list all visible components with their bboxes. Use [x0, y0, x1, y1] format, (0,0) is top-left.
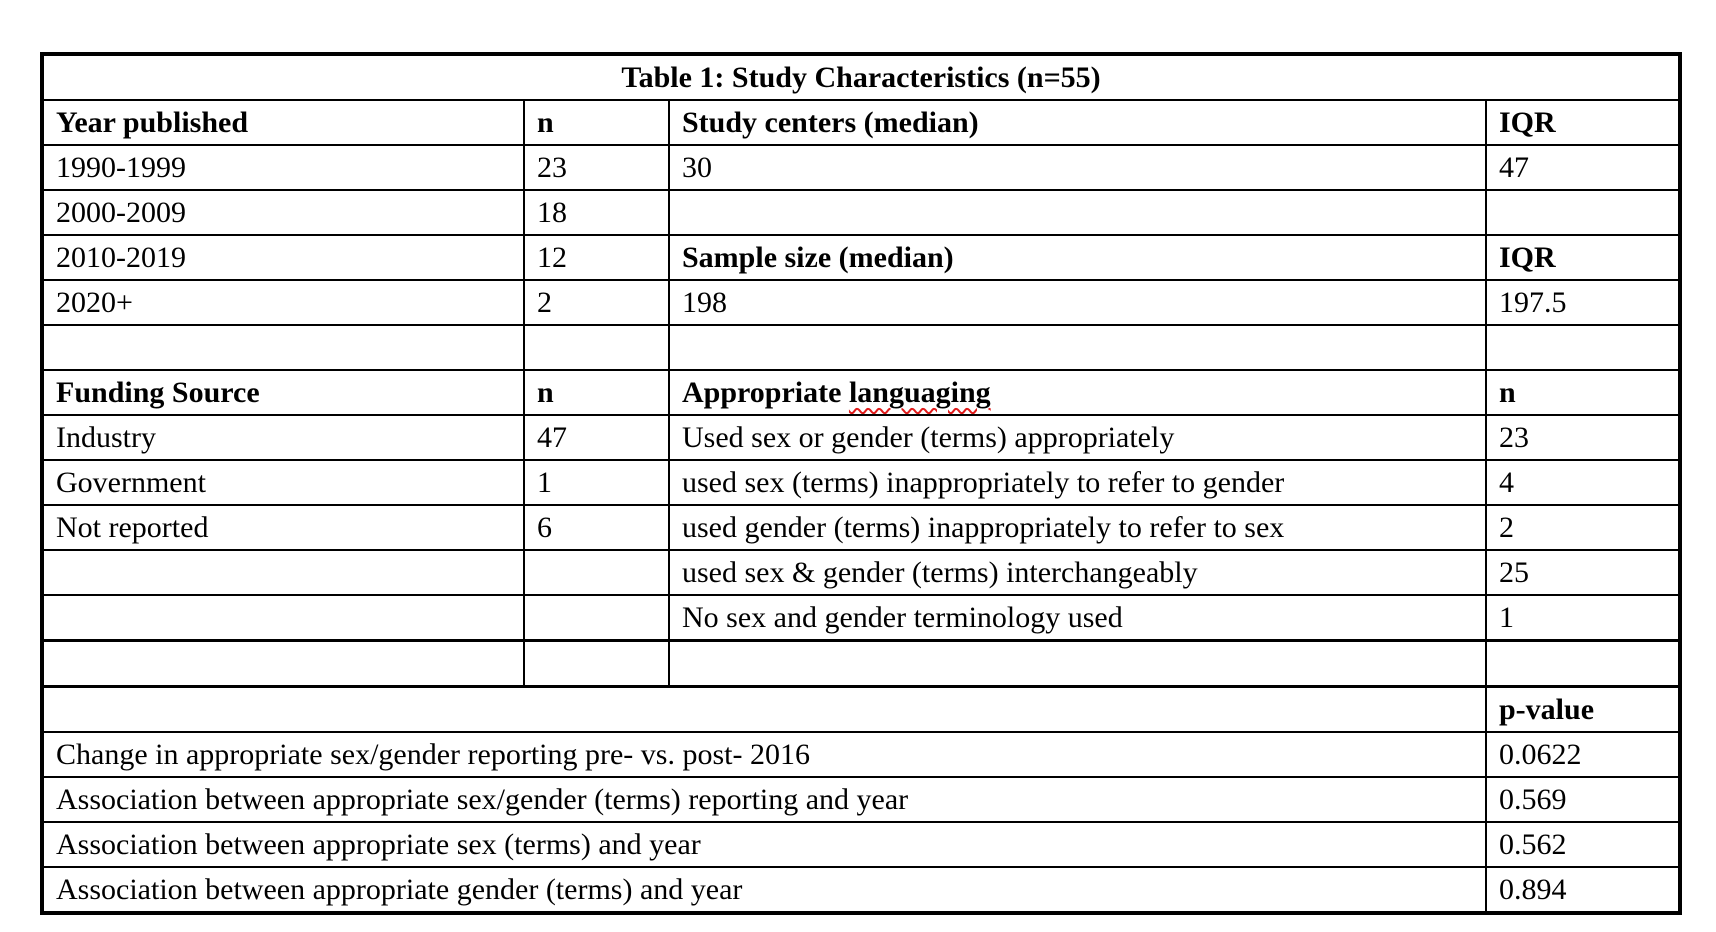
stat-test-label-cell: Association between appropriate gender (…	[41, 866, 1487, 914]
empty-cell	[41, 324, 525, 371]
stat-test-label-cell: Association between appropriate sex/gend…	[41, 776, 1487, 823]
pvalue-header-row: p-value	[41, 685, 1681, 733]
table-row: Not reported 6 used gender (terms) inapp…	[41, 504, 1681, 551]
empty-cell	[523, 549, 670, 596]
study-centers-iqr-cell: 47	[1485, 144, 1681, 191]
year-range-cell: 2020+	[41, 279, 525, 326]
stat-test-label-cell: Change in appropriate sex/gender reporti…	[41, 731, 1487, 778]
misspelled-word: languaging	[848, 375, 991, 409]
year-range-cell: 1990-1999	[41, 144, 525, 191]
header-text: Appropriate	[682, 375, 849, 409]
empty-cell	[41, 549, 525, 596]
year-count-cell: 23	[523, 144, 670, 191]
languaging-n-header: n	[1485, 369, 1681, 416]
languaging-label-cell: used sex & gender (terms) interchangeabl…	[668, 549, 1487, 596]
empty-cell	[523, 324, 670, 371]
languaging-count-cell: 4	[1485, 459, 1681, 506]
study-centers-iqr-header: IQR	[1485, 99, 1681, 146]
year-header-row: Year published n Study centers (median) …	[41, 99, 1681, 146]
empty-cell	[41, 685, 1487, 733]
study-centers-header: Study centers (median)	[668, 99, 1487, 146]
spacer-row	[41, 324, 1681, 371]
table-row: No sex and gender terminology used 1	[41, 594, 1681, 642]
table-row: Industry 47 Used sex or gender (terms) a…	[41, 414, 1681, 461]
empty-cell	[41, 594, 525, 642]
languaging-label-cell: used gender (terms) inappropriately to r…	[668, 504, 1487, 551]
stat-test-label-cell: Association between appropriate sex (ter…	[41, 821, 1487, 868]
languaging-count-cell: 25	[1485, 549, 1681, 596]
empty-cell	[668, 189, 1487, 236]
title-row: Table 1: Study Characteristics (n=55)	[41, 53, 1681, 101]
languaging-count-cell: 2	[1485, 504, 1681, 551]
table-row: Association between appropriate sex (ter…	[41, 821, 1681, 868]
table-row: Association between appropriate gender (…	[41, 866, 1681, 914]
study-characteristics-table: Table 1: Study Characteristics (n=55) Ye…	[40, 52, 1682, 915]
spacer-row	[41, 639, 1681, 688]
funding-label-cell: Not reported	[41, 504, 525, 551]
table-row: 2010-2019 12 Sample size (median) IQR	[41, 234, 1681, 281]
table-row: Government 1 used sex (terms) inappropri…	[41, 459, 1681, 506]
funding-header-row: Funding Source n Appropriate languaging …	[41, 369, 1681, 416]
languaging-label-cell: No sex and gender terminology used	[668, 594, 1487, 642]
pvalue-cell: 0.562	[1485, 821, 1681, 868]
funding-count-cell: 47	[523, 414, 670, 461]
table-row: 2000-2009 18	[41, 189, 1681, 236]
year-n-header: n	[523, 99, 670, 146]
study-centers-median-cell: 30	[668, 144, 1487, 191]
sample-size-iqr-header: IQR	[1485, 234, 1681, 281]
table-row: 2020+ 2 198 197.5	[41, 279, 1681, 326]
languaging-count-cell: 23	[1485, 414, 1681, 461]
sample-size-header: Sample size (median)	[668, 234, 1487, 281]
table-row: Association between appropriate sex/gend…	[41, 776, 1681, 823]
empty-cell	[668, 639, 1487, 688]
appropriate-languaging-header: Appropriate languaging	[668, 369, 1487, 416]
languaging-label-cell: used sex (terms) inappropriately to refe…	[668, 459, 1487, 506]
empty-cell	[1485, 189, 1681, 236]
table-row: Change in appropriate sex/gender reporti…	[41, 731, 1681, 778]
year-count-cell: 18	[523, 189, 670, 236]
sample-size-median-cell: 198	[668, 279, 1487, 326]
empty-cell	[1485, 324, 1681, 371]
empty-cell	[41, 639, 525, 688]
pvalue-cell: 0.569	[1485, 776, 1681, 823]
languaging-label-cell: Used sex or gender (terms) appropriately	[668, 414, 1487, 461]
table-title: Table 1: Study Characteristics (n=55)	[41, 53, 1681, 101]
year-published-header: Year published	[41, 99, 525, 146]
year-count-cell: 12	[523, 234, 670, 281]
funding-source-header: Funding Source	[41, 369, 525, 416]
funding-count-cell: 1	[523, 459, 670, 506]
funding-label-cell: Industry	[41, 414, 525, 461]
pvalue-cell: 0.894	[1485, 866, 1681, 914]
pvalue-header: p-value	[1485, 685, 1681, 733]
pvalue-cell: 0.0622	[1485, 731, 1681, 778]
languaging-count-cell: 1	[1485, 594, 1681, 642]
table-row: used sex & gender (terms) interchangeabl…	[41, 549, 1681, 596]
empty-cell	[523, 639, 670, 688]
year-count-cell: 2	[523, 279, 670, 326]
funding-count-cell: 6	[523, 504, 670, 551]
funding-n-header: n	[523, 369, 670, 416]
funding-label-cell: Government	[41, 459, 525, 506]
year-range-cell: 2010-2019	[41, 234, 525, 281]
empty-cell	[523, 594, 670, 642]
table-row: 1990-1999 23 30 47	[41, 144, 1681, 191]
empty-cell	[668, 324, 1487, 371]
empty-cell	[1485, 639, 1681, 688]
sample-size-iqr-cell: 197.5	[1485, 279, 1681, 326]
year-range-cell: 2000-2009	[41, 189, 525, 236]
